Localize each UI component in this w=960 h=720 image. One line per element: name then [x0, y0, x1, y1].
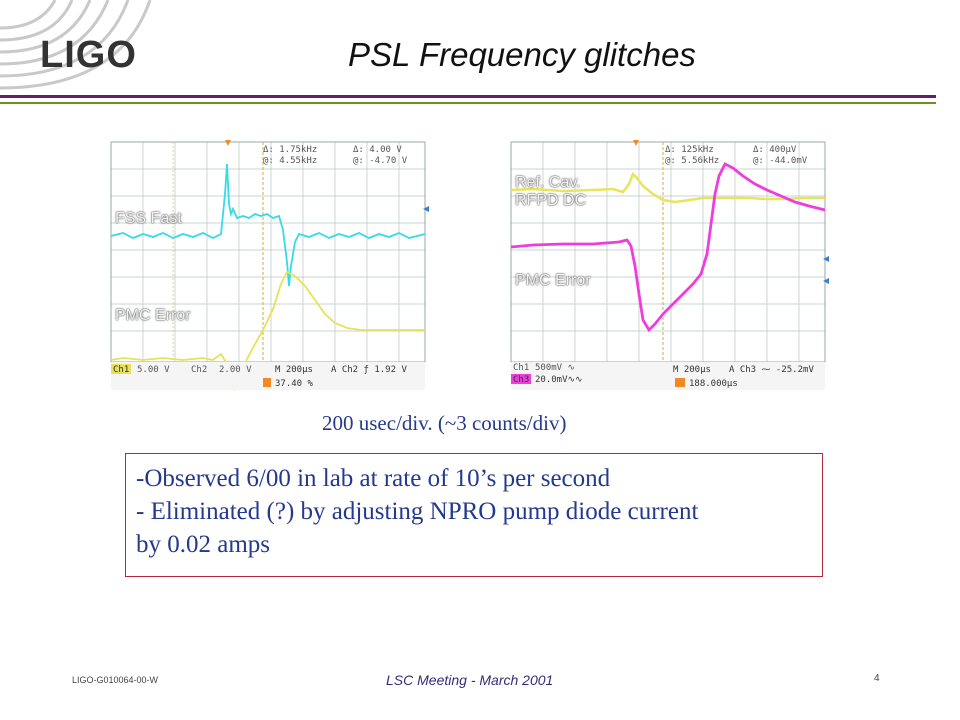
- scope-left-ch1-volts: 5.00 V: [137, 365, 170, 375]
- scope-right-trace-bottom: [510, 162, 826, 333]
- scope-left-ch2-volts: 2.00 V: [219, 365, 252, 375]
- scope-left-trace-bottom: [110, 270, 425, 392]
- scope-left-readout-r1a: Δ: 1.75kHz: [263, 145, 317, 155]
- logo-arcs-graphic: [0, 0, 152, 90]
- scope-left-readout-r2a: @: 4.55kHz: [263, 156, 317, 166]
- scope-caption: 200 usec/div. (~3 counts/div): [322, 411, 567, 435]
- scope-left-label-top: FSS Fast: [115, 210, 182, 227]
- slide-title: PSL Frequency glitches: [348, 36, 696, 73]
- scope-left-ch1-tag: Ch1: [113, 365, 129, 375]
- scope-right-readout-r1a: Δ: 125kHz: [665, 145, 714, 155]
- scope-right-trigger-pos: 188.000µs: [689, 379, 738, 389]
- scope-right-readout-r2b: @: -44.0mV: [753, 156, 808, 166]
- scope-right-readout-r2a: @: 5.56kHz: [665, 156, 719, 166]
- scope-right-ch1-tag: Ch1: [513, 363, 529, 373]
- scope-left-timebase: M 200µs: [275, 365, 313, 375]
- notes-line-3: by 0.02 amps: [136, 531, 271, 558]
- scope-right-trigger: A Ch3 ⁓ -25.2mV: [729, 365, 814, 375]
- scope-right-ch3-tag: Ch3: [513, 375, 529, 385]
- scope-left-readout-r2b: @: -4.70 V: [353, 156, 408, 166]
- scope-left-trigger-pos: 37.40 %: [275, 379, 314, 389]
- scope-right-label-top: Ref. Cav. RFPD DC: [515, 174, 587, 209]
- notes-box: -Observed 6/00 in lab at rate of 10’s pe…: [125, 453, 823, 577]
- scope-right-trace-top: [510, 171, 825, 204]
- scope-right-ch3-volts: 20.0mV∿∿: [535, 375, 583, 385]
- scope-left-trace-top: [110, 163, 426, 287]
- scope-left-trigger: A Ch2 ƒ 1.92 V: [331, 365, 407, 375]
- notes-line-2: - Eliminated (?) by adjusting NPRO pump …: [136, 498, 699, 525]
- scope-left-screen: Δ: 1.75kHz Δ: 4.00 V @: 4.55kHz @: -4.70…: [103, 134, 433, 399]
- notes-line-1: -Observed 6/00 in lab at rate of 10’s pe…: [136, 465, 611, 492]
- scope-left-readout-r1b: Δ: 4.00 V: [353, 145, 402, 155]
- footer-page-number: 4: [874, 673, 880, 684]
- scope-capture-right: Δ: 125kHz Δ: 400µV @: 5.56kHz @: -44.0mV…: [503, 134, 833, 399]
- title-rule-purple: [0, 95, 936, 98]
- scope-right-readout-r1b: Δ: 400µV: [753, 145, 797, 155]
- ligo-logo: LIGO: [40, 34, 137, 76]
- scope-capture-left: Δ: 1.75kHz Δ: 4.00 V @: 4.55kHz @: -4.70…: [103, 134, 433, 399]
- scope-left-grid: [111, 142, 425, 362]
- footer-meeting: LSC Meeting - March 2001: [386, 672, 554, 688]
- scope-left-ch2-tag: Ch2: [191, 365, 207, 375]
- scope-right-label-bottom: PMC Error: [515, 272, 591, 289]
- footer-doc-id: LIGO-G010064-00-W: [72, 675, 159, 685]
- scope-right-timebase: M 200µs: [673, 365, 711, 375]
- scope-left-label-bottom: PMC Error: [115, 307, 191, 324]
- title-rule-green: [0, 102, 936, 104]
- scope-right-screen: Δ: 125kHz Δ: 400µV @: 5.56kHz @: -44.0mV…: [503, 134, 833, 399]
- scope-right-ch1-volts: 500mV ∿: [535, 363, 575, 373]
